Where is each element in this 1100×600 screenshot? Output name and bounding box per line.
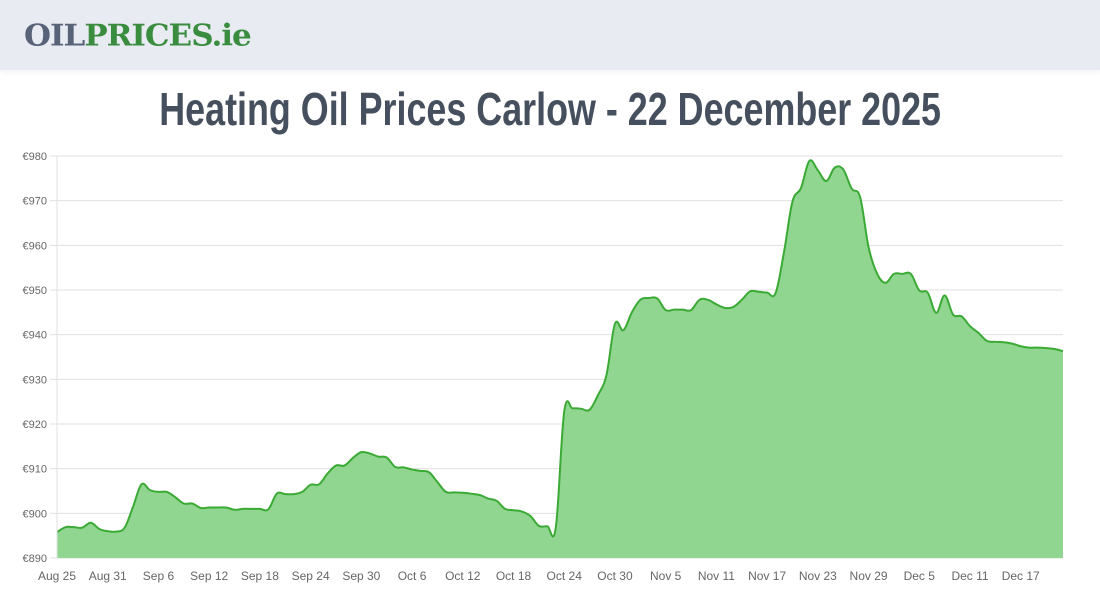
x-axis: Aug 25 Aug 31 Sep 6 Sep 12 Sep 18 Sep 24 Sep 3… bbox=[38, 569, 1040, 583]
x-tick-label: Nov 17 bbox=[748, 569, 786, 583]
y-tick-label: €970 bbox=[23, 196, 47, 208]
site-header: OILPRICES.ie bbox=[0, 0, 1100, 70]
x-tick-label: Oct 24 bbox=[547, 569, 583, 583]
x-tick-label: Aug 31 bbox=[89, 569, 127, 583]
x-tick-label: Oct 12 bbox=[445, 569, 481, 583]
x-tick-label: Dec 17 bbox=[1002, 569, 1040, 583]
x-tick-label: Aug 25 bbox=[38, 569, 76, 583]
logo-prices-text: PRICES.ie bbox=[84, 18, 251, 54]
y-tick-label: €960 bbox=[23, 240, 47, 252]
x-tick-label: Dec 5 bbox=[904, 569, 936, 583]
site-logo[interactable]: OILPRICES.ie bbox=[24, 17, 252, 55]
x-tick-label: Nov 11 bbox=[698, 569, 735, 583]
x-tick-label: Oct 6 bbox=[398, 569, 427, 583]
x-tick-label: Dec 11 bbox=[951, 569, 988, 583]
x-tick-label: Sep 12 bbox=[190, 569, 228, 583]
y-tick-label: €940 bbox=[23, 330, 47, 342]
price-area-fill bbox=[57, 160, 1063, 558]
x-tick-label: Sep 18 bbox=[241, 569, 279, 583]
x-tick-label: Sep 24 bbox=[292, 569, 330, 583]
y-tick-label: €900 bbox=[23, 508, 47, 520]
y-tick-label: €980 bbox=[23, 151, 47, 163]
price-area-chart: €890 €900 €910 €920 €930 €940 €950 €960 €970 €980… bbox=[23, 151, 1064, 583]
y-tick-label: €910 bbox=[23, 464, 47, 476]
y-tick-label: €930 bbox=[23, 374, 47, 386]
y-tick-label: €920 bbox=[23, 419, 47, 431]
x-tick-label: Nov 29 bbox=[850, 569, 888, 583]
y-axis: €890 €900 €910 €920 €930 €940 €950 €960 €970 €980 bbox=[23, 151, 47, 565]
x-tick-label: Oct 30 bbox=[597, 569, 633, 583]
x-tick-label: Sep 30 bbox=[342, 569, 380, 583]
x-tick-label: Nov 5 bbox=[650, 569, 682, 583]
price-line bbox=[56, 159, 1064, 538]
x-tick-label: Nov 23 bbox=[799, 569, 837, 583]
x-tick-label: Sep 6 bbox=[143, 569, 175, 583]
y-tick-label: €890 bbox=[23, 553, 47, 565]
y-tick-label: €950 bbox=[23, 285, 47, 297]
logo-oil-text: OIL bbox=[24, 18, 85, 54]
page-title: Heating Oil Prices Carlow - 22 December … bbox=[159, 83, 941, 135]
page-title-wrap: Heating Oil Prices Carlow - 22 December … bbox=[0, 82, 1100, 136]
x-tick-label: Oct 18 bbox=[496, 569, 532, 583]
